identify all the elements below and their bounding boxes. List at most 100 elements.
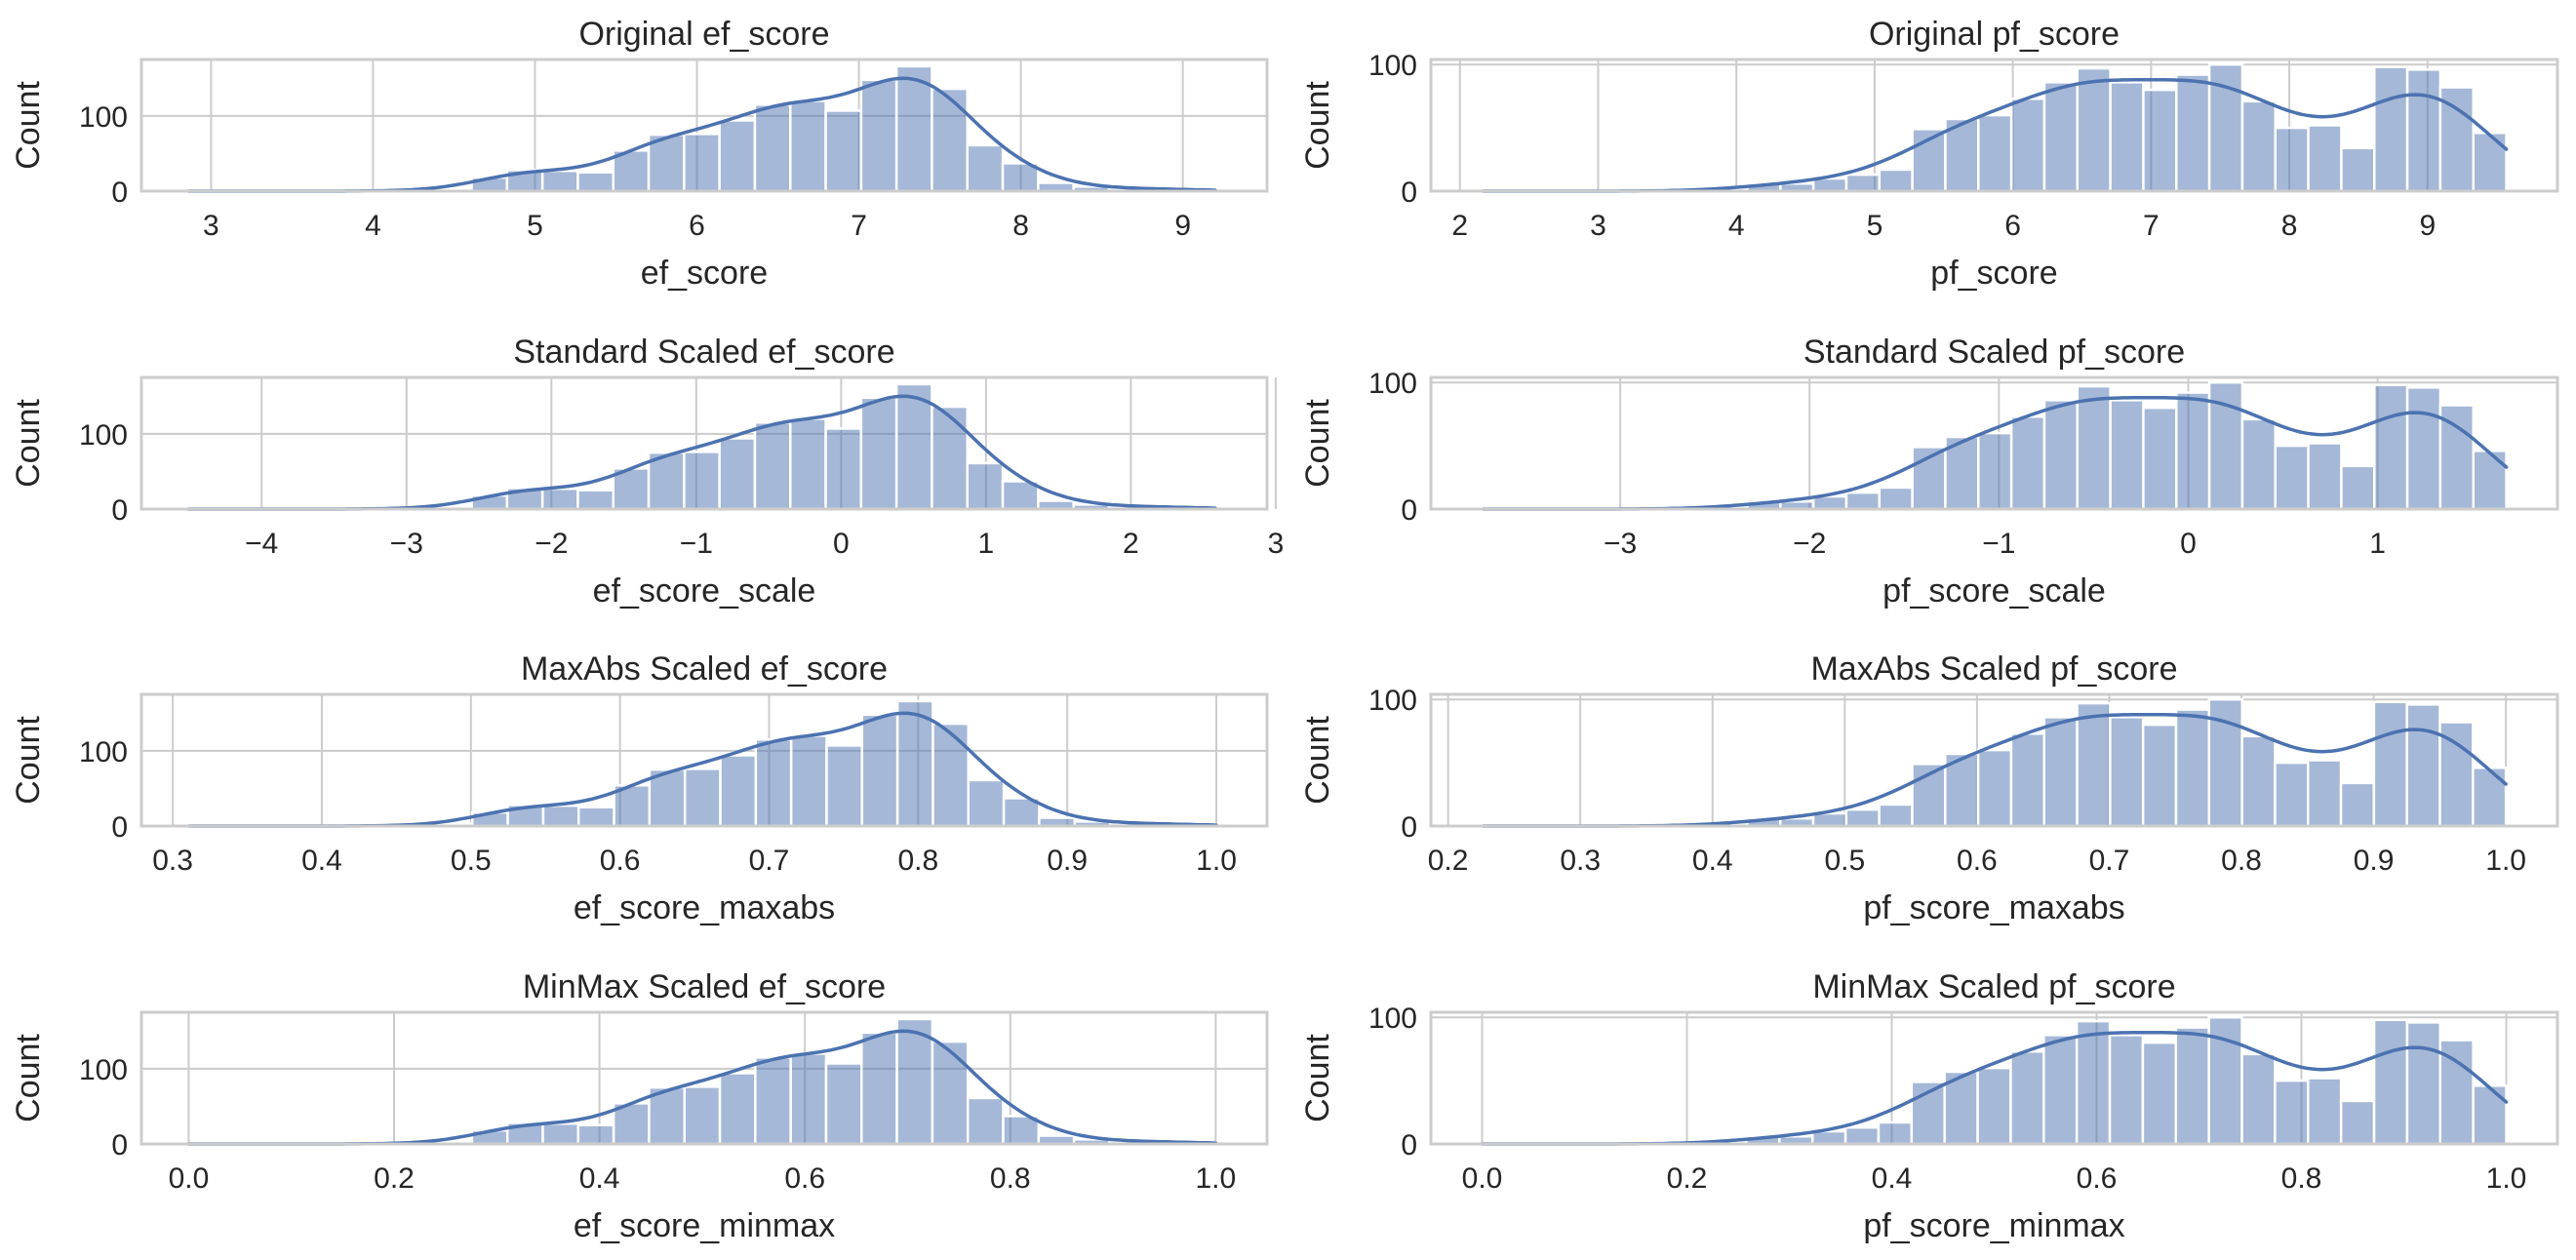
histogram-bar: [2109, 716, 2145, 828]
histogram-bar: [2009, 731, 2045, 828]
x-tick-label: 1.0: [2486, 1162, 2527, 1195]
histogram-bar: [2472, 450, 2508, 511]
histogram-bar: [2009, 1049, 2045, 1146]
x-tick-label: 6: [2004, 210, 2021, 242]
x-tick-label: 0.0: [169, 1162, 210, 1195]
x-tick-label: 2: [1451, 210, 1468, 242]
x-tick-label: −3: [1604, 528, 1637, 560]
histogram-bar: [613, 784, 652, 828]
histogram-bar: [966, 461, 1005, 511]
histogram-bar: [2274, 761, 2310, 828]
histogram-bars: [1713, 380, 2508, 511]
x-axis-label: ef_score: [641, 255, 768, 292]
x-tick-label: 3: [203, 210, 219, 242]
y-axis-label: Count: [1299, 399, 1336, 488]
histogram-bar: [1811, 177, 1848, 193]
histogram-bar: [2076, 701, 2112, 828]
histogram-bar: [1878, 803, 1914, 828]
histogram-bar: [2472, 767, 2508, 828]
histogram-bar: [2240, 99, 2278, 193]
x-tick-label: 9: [2419, 210, 2436, 242]
x-tick-label: 0.2: [1667, 1162, 1708, 1195]
x-tick-label: 0.4: [579, 1162, 620, 1195]
x-tick-label: 0.7: [2089, 845, 2130, 877]
x-tick-label: 2: [1123, 528, 1139, 560]
subplot-title: Original pf_score: [1869, 16, 2120, 53]
x-tick-label: 8: [1012, 210, 1029, 242]
histogram-bar: [2042, 1034, 2079, 1146]
histogram-bar: [2142, 88, 2178, 193]
histogram-bar: [967, 778, 1006, 828]
axes-frame: [139, 1010, 1269, 1146]
subplot-title: MinMax Scaled pf_score: [1812, 968, 2175, 1005]
histogram-bar: [2042, 716, 2079, 828]
x-tick-label: −4: [245, 528, 278, 560]
x-axis-label: ef_score_maxabs: [574, 889, 835, 926]
histogram-bar: [1977, 431, 2013, 511]
histogram-bar: [1944, 117, 1980, 193]
histogram-bar: [2372, 700, 2408, 828]
histogram-bar: [2307, 124, 2343, 193]
histogram-bar: [2306, 759, 2343, 828]
histogram-bar: [966, 143, 1005, 193]
x-tick-label: 0.6: [600, 845, 641, 877]
histogram-bar: [2108, 1034, 2145, 1146]
histogram-bar: [825, 744, 864, 828]
histogram-bar: [648, 1085, 686, 1146]
histogram-bars: [1712, 1015, 2508, 1146]
x-tick-label: −1: [680, 528, 713, 560]
x-tick-label: 1: [978, 528, 995, 560]
y-tick-label: 100: [79, 1054, 128, 1086]
y-axis-label: Count: [10, 81, 47, 170]
histogram-bar: [2141, 1041, 2178, 1146]
histogram-bar: [1977, 113, 2013, 193]
histogram-bar: [1877, 1121, 1914, 1146]
histogram-bar: [931, 1040, 970, 1146]
histogram-bars: [1713, 697, 2508, 828]
histogram-bar: [753, 103, 792, 193]
histogram-bar: [576, 806, 615, 828]
histogram-bar: [860, 1031, 898, 1146]
x-tick-label: 0.8: [897, 845, 938, 877]
histogram-bar: [2109, 81, 2145, 193]
histogram-bar: [576, 1123, 615, 1146]
x-axis-label: pf_score_maxabs: [1863, 889, 2124, 926]
histogram-bar: [754, 1056, 792, 1146]
histogram-bar: [824, 1062, 863, 1146]
subplot-title: MinMax Scaled ef_score: [523, 968, 886, 1005]
x-axis-label: pf_score_minmax: [1863, 1207, 2124, 1244]
x-tick-label: 0.5: [1824, 845, 1865, 877]
x-tick-label: 0.9: [2354, 845, 2395, 877]
histogram-bar: [1976, 748, 2013, 828]
subplot-ef-score: Original ef_score 3 4 5 6 7 8 9 0 100 ef_score Coun…: [10, 16, 1269, 292]
y-axis-label: Count: [10, 399, 47, 488]
histogram-bar: [1976, 1066, 2012, 1146]
y-tick-label: 100: [1368, 685, 1417, 717]
axes-frame: [1429, 1010, 2559, 1146]
x-tick-label: 0.4: [1872, 1162, 1913, 1195]
subplot-title: MaxAbs Scaled pf_score: [1810, 650, 2177, 688]
subplot-title: MaxAbs Scaled ef_score: [521, 650, 888, 688]
histogram-bar: [2240, 1052, 2277, 1146]
axes-frame: [139, 58, 1269, 193]
histogram-bar: [789, 417, 827, 511]
y-tick-label: 100: [1368, 368, 1417, 400]
histogram-bar: [718, 437, 757, 511]
x-tick-label: 0.5: [451, 845, 492, 877]
subplot-title: Original ef_score: [578, 16, 829, 53]
y-tick-label: 100: [79, 101, 128, 134]
histogram-bar: [2042, 81, 2080, 193]
x-tick-label: 0.9: [1047, 845, 1088, 877]
histogram-bar: [931, 405, 970, 511]
subplot-ef-score-minmax: MinMax Scaled ef_score 0.0 0.2 0.4 0.6 0.8 1.0…: [10, 968, 1269, 1244]
y-tick-label: 0: [111, 1129, 128, 1162]
x-tick-label: −2: [1793, 528, 1826, 560]
x-tick-label: −1: [1982, 528, 2015, 560]
histogram-bar: [2240, 734, 2277, 828]
histogram-bar: [540, 169, 579, 193]
x-tick-label: 0: [2180, 528, 2197, 560]
histogram-bar: [683, 768, 722, 828]
histogram-bar: [2372, 1018, 2409, 1146]
x-tick-label: 7: [2143, 210, 2160, 242]
